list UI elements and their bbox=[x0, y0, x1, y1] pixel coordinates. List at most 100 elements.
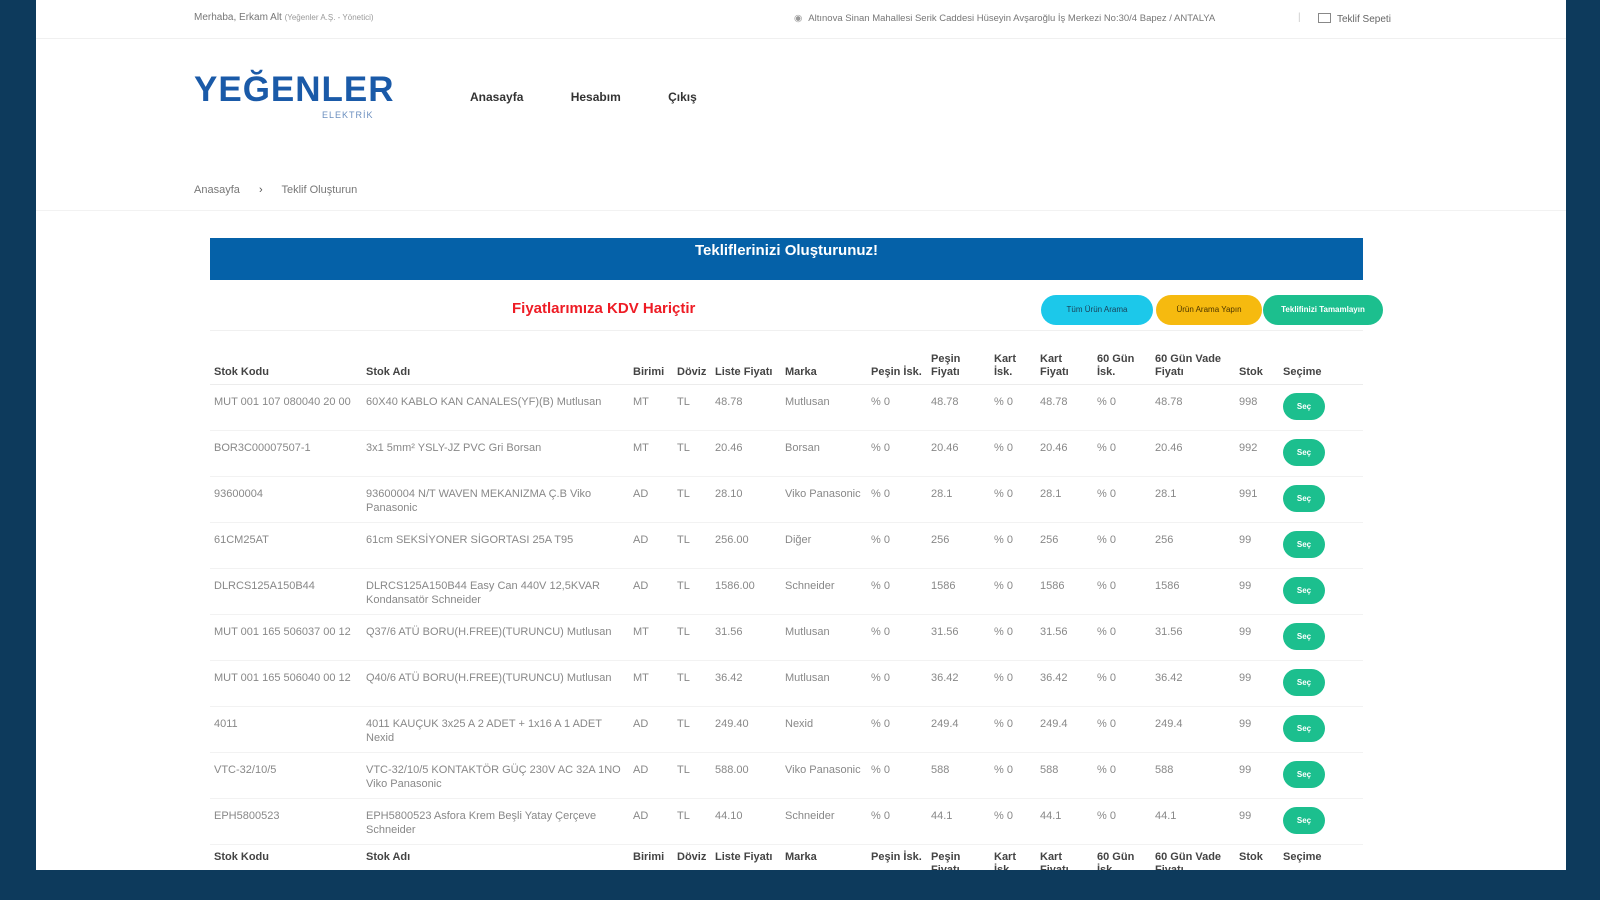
cell-select: Seç bbox=[1279, 706, 1363, 753]
cell-currency: TL bbox=[673, 798, 711, 845]
select-button[interactable]: Seç bbox=[1283, 669, 1325, 696]
cell-card-price: 256 bbox=[1036, 522, 1093, 569]
cell-unit: AD bbox=[629, 522, 673, 569]
header-unit: Birimi bbox=[629, 334, 673, 385]
cell-60day-price: 28.1 bbox=[1151, 476, 1235, 523]
cell-card-discount: % 0 bbox=[990, 568, 1036, 615]
cell-stock-name: 4011 KAUÇUK 3x25 A 2 ADET + 1x16 A 1 ADE… bbox=[362, 706, 629, 753]
page: Merhaba, Erkam Alt (Yeğenler A.Ş. - Yöne… bbox=[36, 0, 1566, 870]
cell-currency: TL bbox=[673, 430, 711, 477]
cell-card-price: 20.46 bbox=[1036, 430, 1093, 477]
header-card-discount: Kart İsk. bbox=[994, 851, 1017, 870]
table-header-row: Stok Kodu Stok Adı Birimi Döviz Liste Fiyatı… bbox=[210, 334, 1363, 385]
user-greeting: Merhaba, Erkam Alt (Yeğenler A.Ş. - Yöne… bbox=[194, 12, 374, 23]
cell-cash-discount: % 0 bbox=[867, 384, 927, 431]
cell-stock-qty: 99 bbox=[1235, 660, 1279, 707]
vat-notice: Fiyatlarımıza KDV Hariçtir bbox=[512, 300, 696, 317]
select-button[interactable]: Seç bbox=[1283, 715, 1325, 742]
select-button[interactable]: Seç bbox=[1283, 807, 1325, 834]
nav-home[interactable]: Anasayfa bbox=[470, 90, 524, 104]
top-bar: Merhaba, Erkam Alt (Yeğenler A.Ş. - Yöne… bbox=[36, 0, 1566, 39]
cell-brand: Schneider bbox=[781, 568, 867, 615]
cell-unit: MT bbox=[629, 384, 673, 431]
header-currency: Döviz bbox=[673, 334, 711, 385]
header-card-price: Kart Fiyatı bbox=[1036, 334, 1093, 385]
header-card-price: Kart Fiyatı bbox=[1040, 851, 1069, 870]
cell-list-price: 249.40 bbox=[711, 706, 781, 753]
select-button[interactable]: Seç bbox=[1283, 439, 1325, 466]
cell-brand: Viko Panasonic bbox=[781, 752, 867, 799]
cell-unit: AD bbox=[629, 568, 673, 615]
cell-60day-discount: % 0 bbox=[1093, 430, 1151, 477]
cell-currency: TL bbox=[673, 568, 711, 615]
cell-cash-price: 48.78 bbox=[927, 384, 990, 431]
breadcrumb: Anasayfa › Teklif Oluşturun bbox=[194, 184, 357, 196]
header-brand: Marka bbox=[785, 851, 817, 863]
cell-card-discount: % 0 bbox=[990, 752, 1036, 799]
cell-stock-name: 3x1 5mm² YSLY-JZ PVC Gri Borsan bbox=[362, 430, 629, 477]
cell-stock-code: BOR3C00007507-1 bbox=[210, 430, 362, 477]
all-products-button[interactable]: Tüm Ürün Arama bbox=[1041, 295, 1153, 325]
quote-basket-link[interactable]: Teklif Sepeti bbox=[1318, 13, 1391, 25]
cell-cash-discount: % 0 bbox=[867, 706, 927, 753]
company-logo[interactable]: YEĞENLER ELEKTRİK bbox=[194, 70, 395, 120]
cell-stock-code: VTC-32/10/5 bbox=[210, 752, 362, 799]
logo-wordmark: YEĞENLER bbox=[194, 70, 395, 109]
cell-stock-code: MUT 001 107 080040 20 00 bbox=[210, 384, 362, 431]
product-search-button[interactable]: Ürün Arama Yapın bbox=[1156, 295, 1262, 325]
cell-cash-discount: % 0 bbox=[867, 660, 927, 707]
cell-brand: Schneider bbox=[781, 798, 867, 845]
cell-card-price: 48.78 bbox=[1036, 384, 1093, 431]
cell-stock-qty: 99 bbox=[1235, 798, 1279, 845]
cell-unit: MT bbox=[629, 614, 673, 661]
nav-account[interactable]: Hesabım bbox=[570, 90, 621, 104]
cell-60day-price: 20.46 bbox=[1151, 430, 1235, 477]
cell-cash-discount: % 0 bbox=[867, 798, 927, 845]
cell-60day-price: 256 bbox=[1151, 522, 1235, 569]
header-cash-discount: Peşin İsk. bbox=[867, 334, 927, 385]
cell-unit: AD bbox=[629, 476, 673, 523]
select-button[interactable]: Seç bbox=[1283, 761, 1325, 788]
cell-list-price: 256.00 bbox=[711, 522, 781, 569]
cell-card-discount: % 0 bbox=[990, 384, 1036, 431]
table-row: MUT 001 165 506040 00 12 Q40/6 ATÜ BORU(H… bbox=[210, 660, 1363, 707]
cell-select: Seç bbox=[1279, 614, 1363, 661]
address-text: Altınova Sinan Mahallesi Serik Caddesi H… bbox=[808, 13, 1216, 24]
cell-card-price: 588 bbox=[1036, 752, 1093, 799]
cell-stock-name: Q40/6 ATÜ BORU(H.FREE)(TURUNCU) Mutlusan bbox=[362, 660, 629, 707]
cell-brand: Diğer bbox=[781, 522, 867, 569]
select-button[interactable]: Seç bbox=[1283, 485, 1325, 512]
cell-stock-qty: 99 bbox=[1235, 752, 1279, 799]
nav-logout[interactable]: Çıkış bbox=[668, 90, 697, 104]
cell-60day-price: 36.42 bbox=[1151, 660, 1235, 707]
topbar-separator: | bbox=[1298, 12, 1301, 23]
cell-cash-price: 20.46 bbox=[927, 430, 990, 477]
cell-card-price: 36.42 bbox=[1036, 660, 1093, 707]
table-row: EPH5800523 EPH5800523 Asfora Krem Beşli Y… bbox=[210, 798, 1363, 845]
cell-stock-qty: 998 bbox=[1235, 384, 1279, 431]
select-button[interactable]: Seç bbox=[1283, 577, 1325, 604]
cell-60day-price: 588 bbox=[1151, 752, 1235, 799]
cell-unit: AD bbox=[629, 752, 673, 799]
cell-select: Seç bbox=[1279, 476, 1363, 523]
cell-cash-discount: % 0 bbox=[867, 752, 927, 799]
cell-currency: TL bbox=[673, 614, 711, 661]
select-button[interactable]: Seç bbox=[1283, 531, 1325, 558]
cell-brand: Borsan bbox=[781, 430, 867, 477]
header-select: Seçime bbox=[1279, 334, 1363, 385]
cell-card-price: 31.56 bbox=[1036, 614, 1093, 661]
select-button[interactable]: Seç bbox=[1283, 623, 1325, 650]
cell-stock-qty: 991 bbox=[1235, 476, 1279, 523]
cell-card-price: 28.1 bbox=[1036, 476, 1093, 523]
cell-60day-price: 31.56 bbox=[1151, 614, 1235, 661]
cell-60day-discount: % 0 bbox=[1093, 706, 1151, 753]
select-button[interactable]: Seç bbox=[1283, 393, 1325, 420]
cell-stock-qty: 99 bbox=[1235, 568, 1279, 615]
breadcrumb-home[interactable]: Anasayfa bbox=[194, 184, 240, 196]
table-footer-row: Stok Kodu Stok Adı Birimi Döviz Liste Fiyatı… bbox=[210, 845, 1363, 870]
complete-quote-button[interactable]: Teklifinizi Tamamlayın bbox=[1263, 295, 1383, 325]
cell-cash-price: 256 bbox=[927, 522, 990, 569]
cell-60day-discount: % 0 bbox=[1093, 614, 1151, 661]
cell-stock-name: DLRCS125A150B44 Easy Can 440V 12,5KVAR K… bbox=[362, 568, 629, 615]
cell-unit: AD bbox=[629, 706, 673, 753]
